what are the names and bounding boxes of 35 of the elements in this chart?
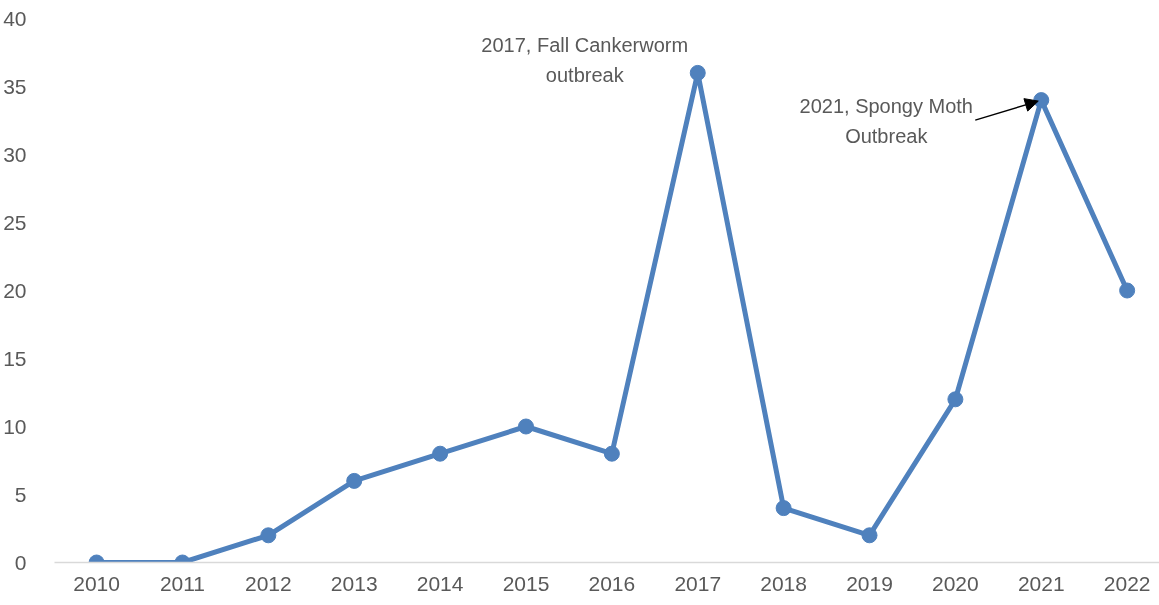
x-tick-label: 2010 <box>73 571 120 595</box>
point <box>689 64 706 81</box>
x-tick-label: 2021 <box>1017 571 1065 595</box>
point <box>1119 282 1136 299</box>
y-tick-label: 35 <box>3 74 27 98</box>
y-tick-label: 10 <box>3 414 27 438</box>
point <box>861 527 878 544</box>
annotation: 2017, Fall Cankerworm outbreak <box>481 33 689 87</box>
point <box>432 445 449 462</box>
x-tick-label: 2013 <box>330 571 378 595</box>
point <box>947 391 964 408</box>
point <box>603 445 620 462</box>
point <box>1033 92 1050 109</box>
y-tick-label: 15 <box>3 346 27 370</box>
x-tick-label: 2015 <box>502 571 550 595</box>
point <box>517 418 534 435</box>
y-tick-label: 40 <box>3 6 27 30</box>
x-tick-label: 2012 <box>244 571 292 595</box>
point <box>346 472 363 489</box>
x-tick-label: 2014 <box>416 571 464 595</box>
x-tick-label: 2020 <box>932 571 979 595</box>
point <box>775 500 792 517</box>
y-tick-label: 25 <box>3 210 27 234</box>
annotation: 2021, Spongy Moth Outbreak <box>799 94 974 148</box>
point <box>260 527 277 544</box>
y-tick-label: 0 <box>14 550 27 574</box>
y-tick-label: 30 <box>3 142 27 166</box>
x-tick-label: 2016 <box>588 571 636 595</box>
x-tick-label: 2018 <box>760 571 807 595</box>
x-tick-label: 2011 <box>159 571 206 595</box>
y-tick-label: 20 <box>3 278 27 302</box>
x-tick-label: 2022 <box>1103 571 1151 595</box>
y-tick-label: 5 <box>14 482 27 506</box>
x-tick-label: 2019 <box>846 571 893 595</box>
x-tick-label: 2017 <box>674 571 722 595</box>
